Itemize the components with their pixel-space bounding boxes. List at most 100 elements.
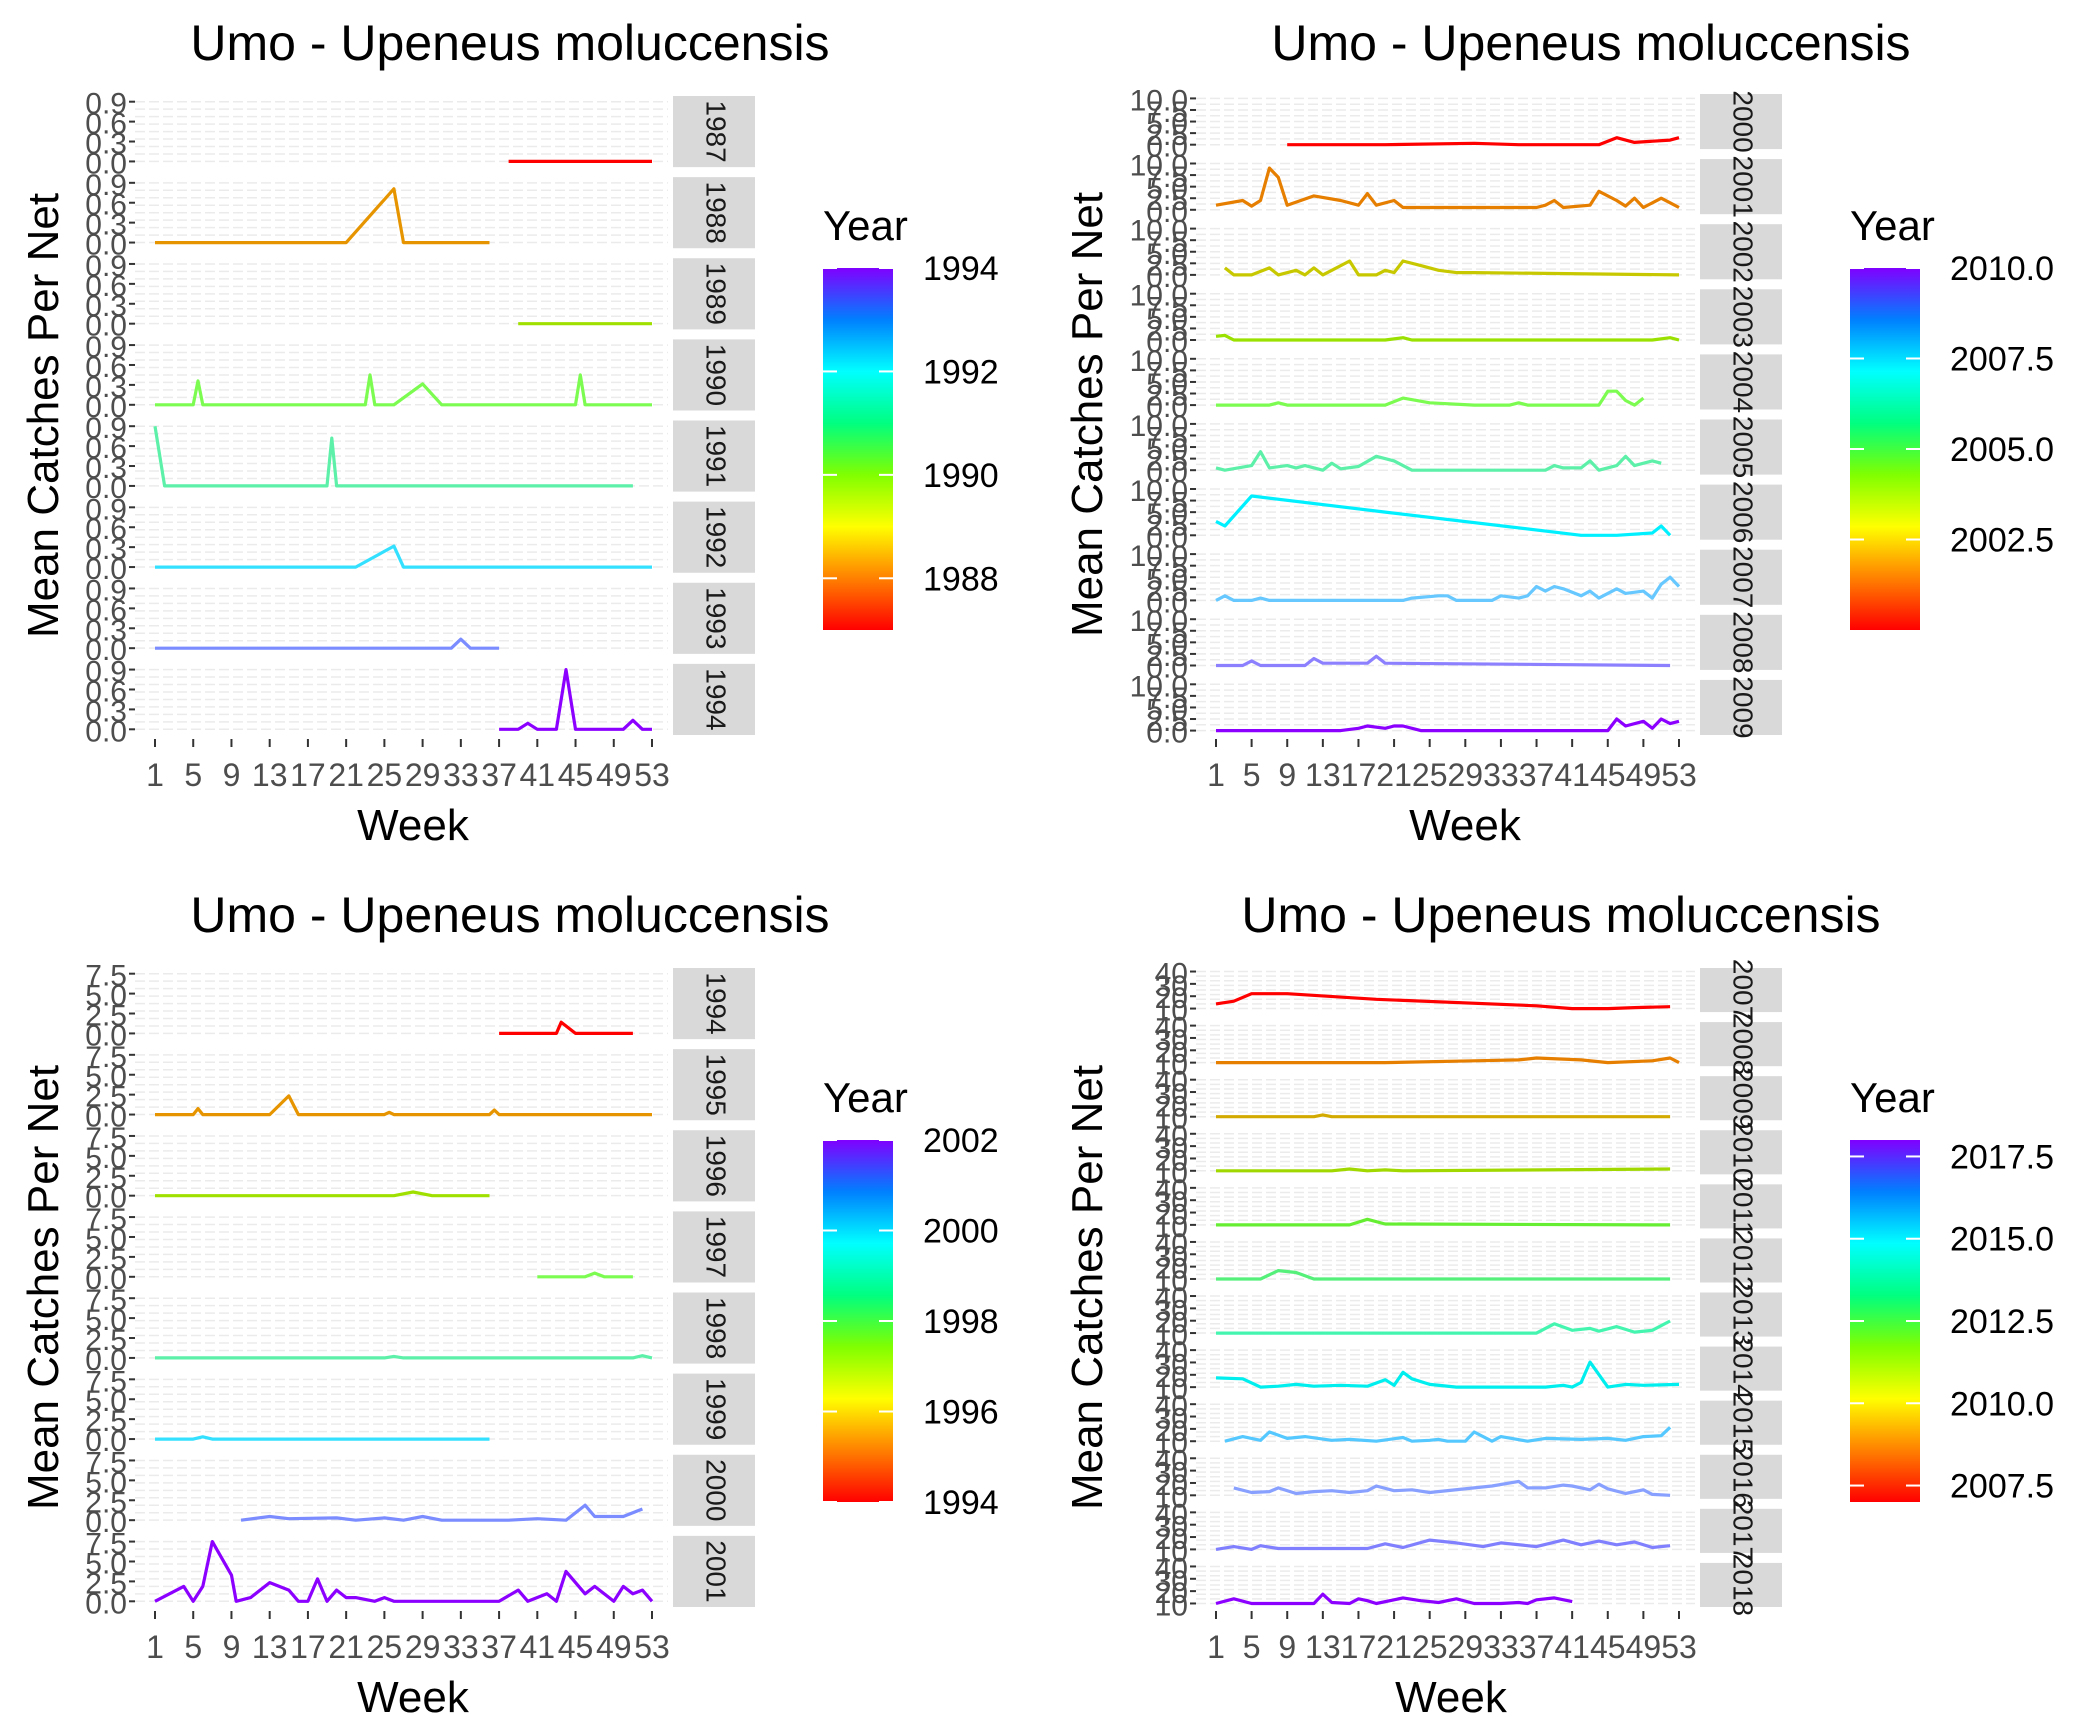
y-tick-label: 0.9 [85, 574, 127, 607]
series-line-2013 [1216, 1319, 1671, 1335]
x-tick-label: 33 [1483, 1629, 1519, 1665]
chart-2: Umo - Upeneus moluccensis Mean Catches Pe… [1063, 15, 2054, 850]
x-tick-label: 33 [443, 757, 479, 793]
y-tick-label: 7.5 [85, 1041, 127, 1074]
y-tick-label: 5.0 [85, 1142, 127, 1175]
y-tick-label: 20 [1155, 1144, 1188, 1177]
facet-panel-1989: 0.00.30.60.9 1989 [85, 250, 755, 343]
y-tick-label: 20 [1155, 1469, 1188, 1502]
x-tick-label: 13 [252, 757, 288, 793]
y-tick-label: 5.0 [1146, 173, 1188, 206]
chart-title: Umo - Upeneus moluccensis [190, 15, 829, 71]
x-tick-label: 37 [481, 1629, 517, 1665]
y-tick-label: 7.5 [1146, 487, 1188, 520]
x-tick-label: 49 [596, 1629, 632, 1665]
y-tick-label: 10.0 [1130, 280, 1188, 313]
y-tick-label: 7.5 [85, 960, 127, 993]
facet-strip [1700, 1346, 1782, 1391]
x-tick-label: 21 [1376, 757, 1412, 793]
facet-strip [1700, 484, 1782, 540]
facet-strip-label: 2007 [1728, 959, 1759, 1021]
facet-strip [673, 1211, 755, 1283]
y-tick-label: 10 [1155, 1481, 1188, 1514]
y-tick-label: 30 [1155, 1348, 1188, 1381]
facet-panel-2008: 0.02.55.07.510.0 2008 [1130, 605, 1782, 684]
y-tick-label: 0.0 [1146, 651, 1188, 684]
x-tick-label: 29 [1448, 1629, 1484, 1665]
series-line-2012 [1216, 1269, 1671, 1281]
series-line-2014 [1215, 1360, 1680, 1389]
y-tick-label: 20 [1155, 1199, 1188, 1232]
y-tick-label: 20 [1155, 1523, 1188, 1556]
facet-panel-1987: 0.00.30.60.9 1987 [85, 88, 755, 180]
y-axis-label: Mean Catches Per Net [1063, 192, 1112, 637]
x-tick-label: 29 [405, 1629, 441, 1665]
y-tick-label: 0.6 [85, 594, 127, 627]
y-tick-label: 5.0 [85, 1385, 127, 1418]
y-tick-label: 30 [1155, 1024, 1188, 1057]
x-tick-label: 41 [1554, 1629, 1590, 1665]
y-tick-label: 0.0 [1146, 586, 1188, 619]
y-tick-label: 10.0 [1130, 345, 1188, 378]
x-tick-label: 49 [1626, 1629, 1662, 1665]
y-tick-label: 0.0 [1146, 521, 1188, 554]
facet-strip [1700, 1400, 1782, 1445]
facet-strip-label: 2007 [1728, 546, 1759, 608]
y-tick-label: 7.5 [85, 1203, 127, 1236]
facet-strip [1700, 1454, 1782, 1499]
facet-strip-label: 1998 [701, 1297, 732, 1359]
facet-strip-label: 1992 [701, 506, 732, 568]
y-tick-label: 0.9 [85, 331, 127, 364]
facet-panel-1988: 0.00.30.60.9 1988 [85, 169, 755, 262]
facet-strip-label: 2004 [1728, 351, 1759, 413]
x-tick-label: 9 [1278, 1629, 1296, 1665]
x-tick-label: 9 [223, 1629, 241, 1665]
x-tick-label: 1 [146, 757, 164, 793]
facet-strip-label: 1994 [701, 972, 732, 1034]
y-tick-label: 0.0 [85, 1506, 127, 1539]
x-tick-label: 13 [1305, 757, 1341, 793]
y-tick-label: 0.3 [85, 533, 127, 566]
y-tick-label: 5.0 [85, 1061, 127, 1094]
y-tick-label: 40 [1155, 1498, 1188, 1531]
y-tick-label: 5.0 [85, 1547, 127, 1580]
facet-strip-label: 2005 [1728, 416, 1759, 478]
y-tick-label: 40 [1155, 1066, 1188, 1099]
x-tick-label: 21 [1376, 1629, 1412, 1665]
facet-strip [1700, 354, 1782, 410]
facet-strip [673, 420, 755, 492]
y-tick-label: 20 [1155, 1090, 1188, 1123]
facet-panel-1992: 0.00.30.60.9 1992 [85, 493, 755, 586]
y-tick-label: 5.0 [1146, 693, 1188, 726]
x-tick-label: 41 [520, 757, 556, 793]
y-tick-label: 2.5 [1146, 640, 1188, 673]
y-tick-label: 0.9 [85, 493, 127, 526]
y-tick-label: 0.0 [85, 634, 127, 667]
x-tick-label: 49 [596, 757, 632, 793]
series-line-2009 [1216, 717, 1680, 733]
x-tick-label: 41 [520, 1629, 556, 1665]
y-tick-label: 20 [1155, 1415, 1188, 1448]
x-tick-label: 17 [290, 1629, 326, 1665]
facet-strip-label: 2015 [1728, 1392, 1759, 1454]
legend-title: Year [1850, 1074, 1935, 1121]
facet-panel-1995: 0.02.55.07.5 1995 [85, 1041, 755, 1134]
y-tick-label: 0.3 [85, 614, 127, 647]
facet-strip [673, 1130, 755, 1202]
facet-strip [1700, 1508, 1782, 1553]
series-line-2011 [1216, 1217, 1671, 1227]
y-tick-label: 0.0 [1146, 391, 1188, 424]
y-tick-label: 10 [1155, 995, 1188, 1028]
y-tick-label: 2.5 [1146, 249, 1188, 282]
facet-strip-label: 2002 [1728, 221, 1759, 283]
facet-strip [673, 177, 755, 249]
x-tick-label: 41 [1554, 757, 1590, 793]
facet-strip-label: 1994 [701, 668, 732, 730]
series-line-2003 [1215, 333, 1680, 342]
facet-panel-2000: 0.02.55.07.510.0 2000 [1130, 84, 1782, 164]
